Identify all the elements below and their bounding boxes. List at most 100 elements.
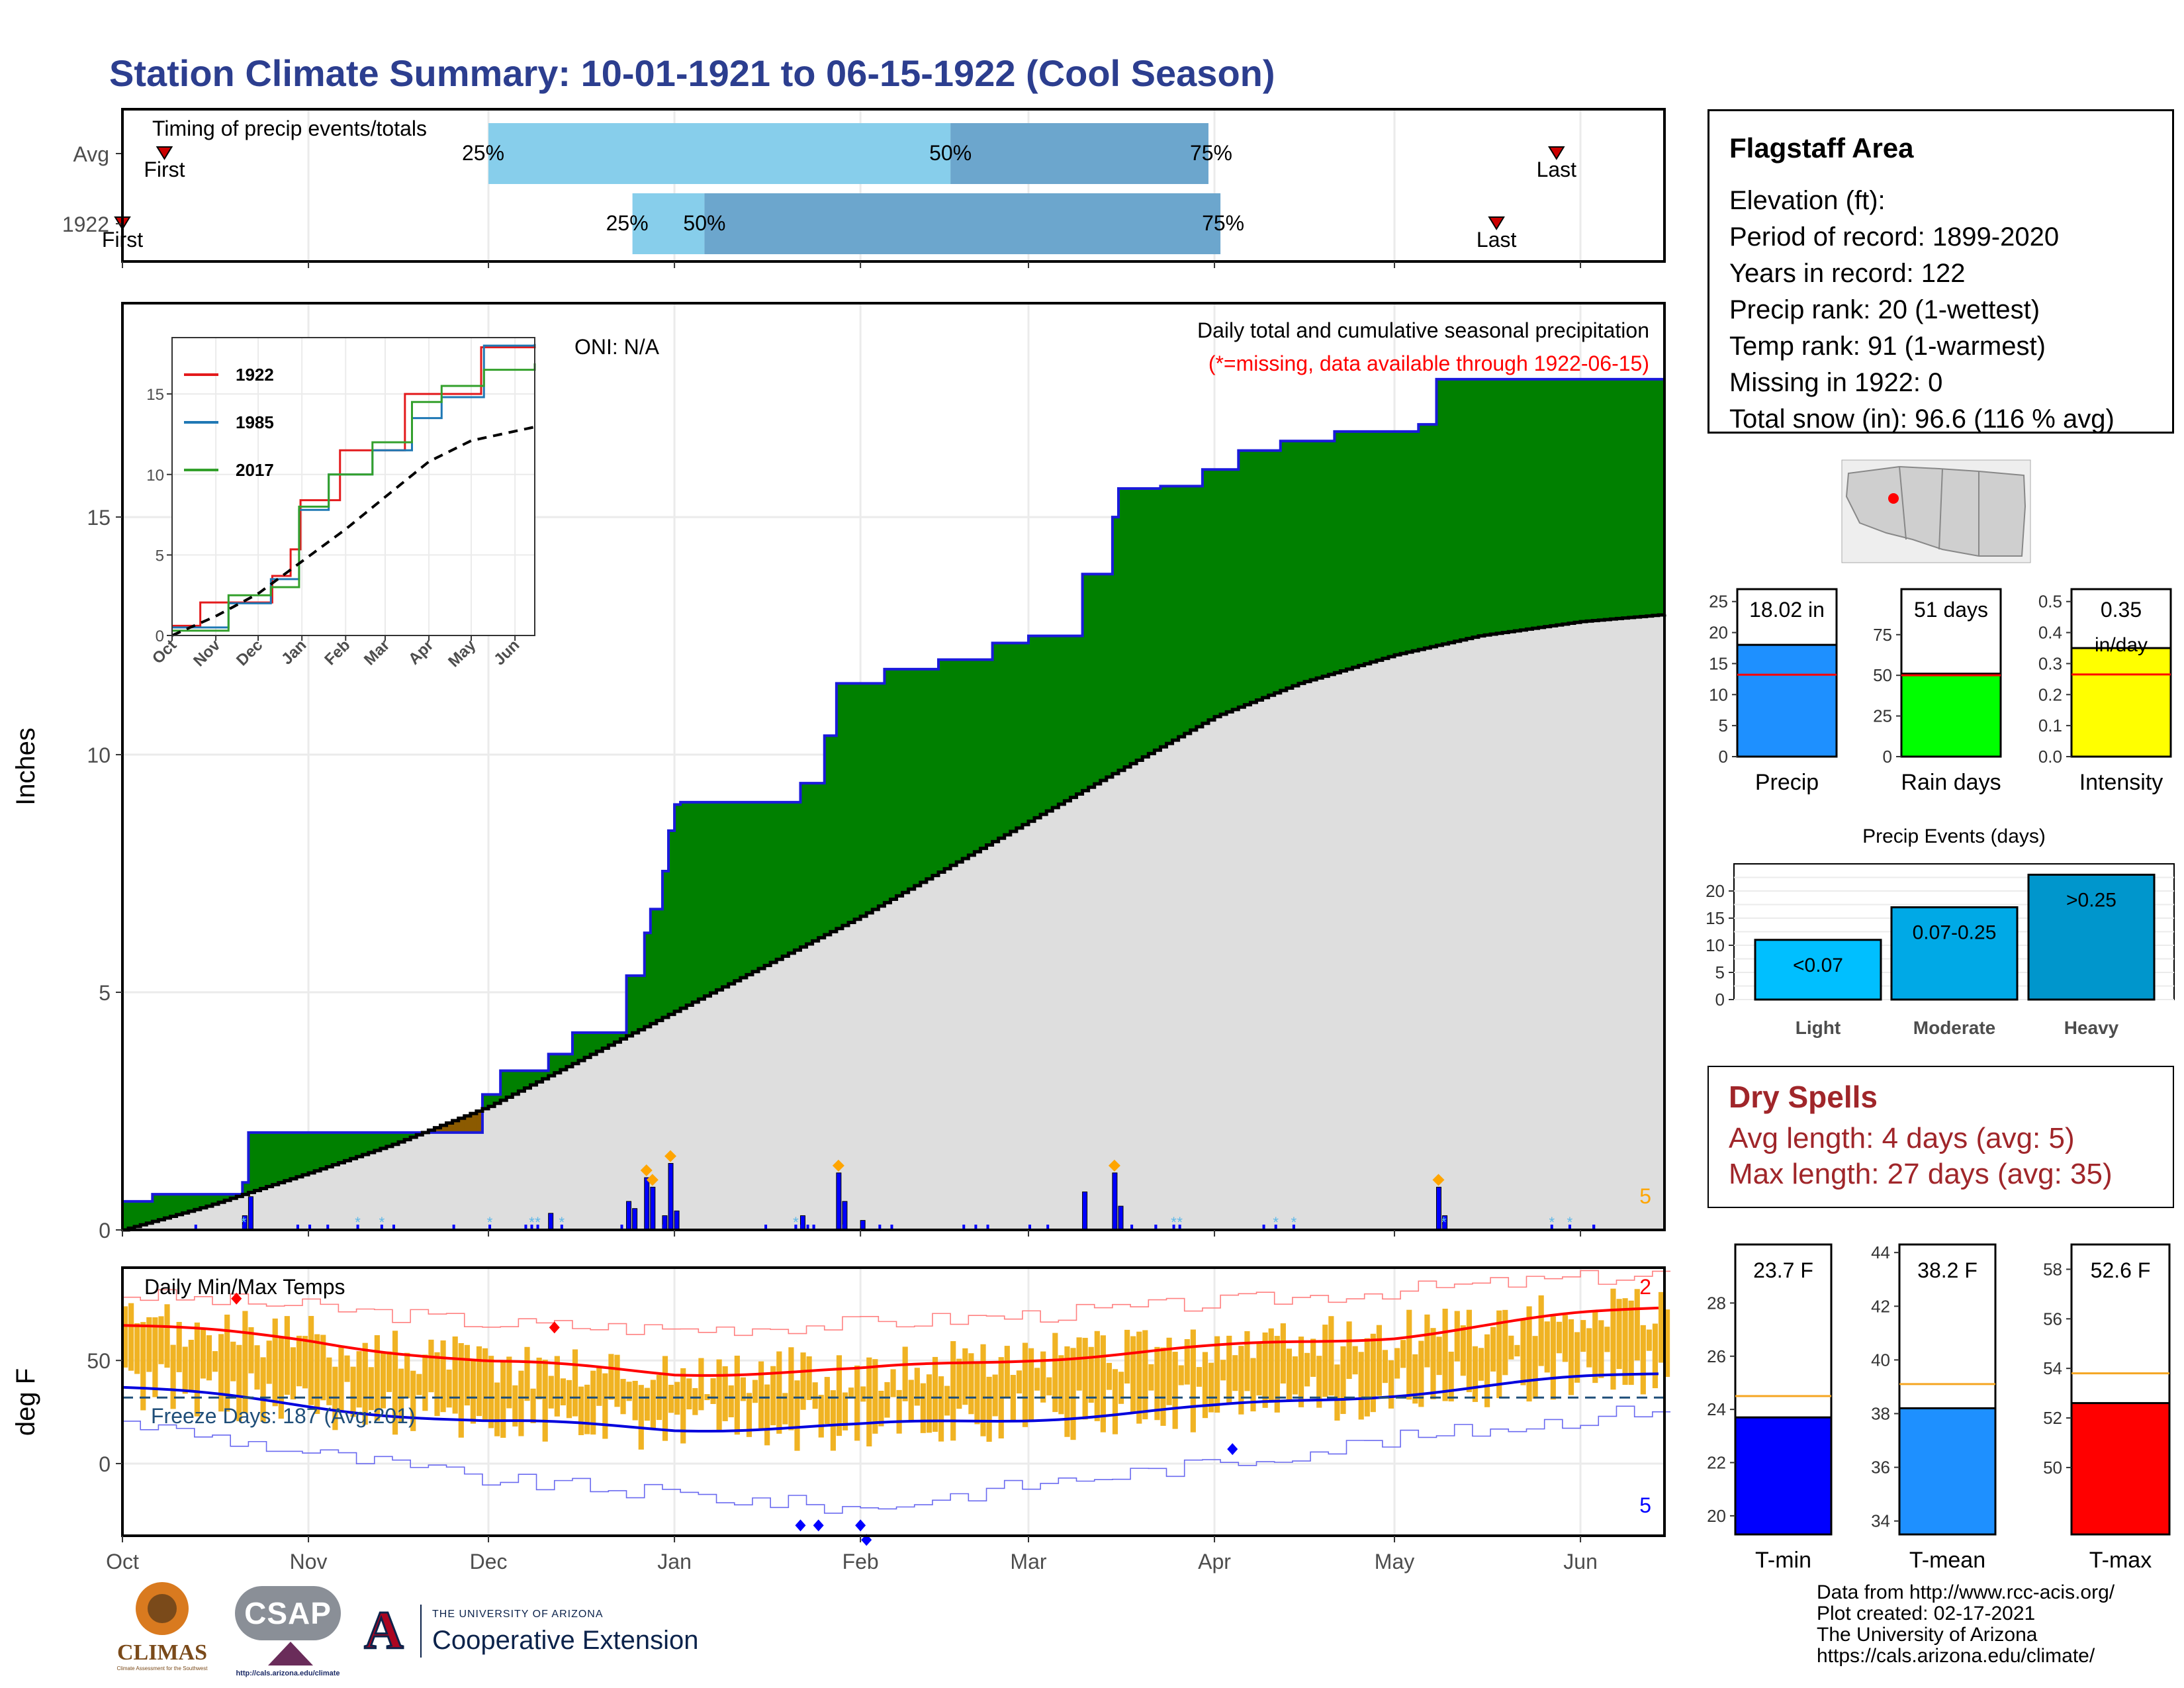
above-average-fill	[1622, 379, 1629, 618]
above-average-fill	[1310, 441, 1317, 680]
daily-temp-range-bar	[1172, 1352, 1178, 1429]
trace-precip-bar	[1568, 1225, 1571, 1230]
daily-temp-range-bar	[1046, 1377, 1052, 1395]
daily-temp-range-bar	[1202, 1352, 1208, 1419]
temp-y-tick-label: 0	[99, 1452, 111, 1476]
daily-temp-range-bar	[752, 1380, 758, 1403]
above-average-fill	[1340, 431, 1347, 671]
temp-summary-name: T-min	[1755, 1548, 1811, 1573]
daily-temp-range-bar	[500, 1362, 506, 1438]
above-average-fill	[890, 669, 897, 900]
daily-temp-range-bar	[938, 1376, 944, 1442]
snow-marker	[640, 1164, 653, 1177]
daily-temp-range-bar	[1574, 1332, 1580, 1383]
above-average-fill	[1508, 379, 1515, 632]
daily-temp-range-bar	[908, 1380, 914, 1421]
precip-events-bar	[1754, 939, 1882, 1001]
daily-temp-range-bar	[1424, 1314, 1430, 1368]
daily-temp-range-bar	[932, 1356, 938, 1432]
record-temp-marker	[1227, 1443, 1238, 1456]
daily-temp-range-bar	[1526, 1306, 1532, 1402]
summary-y-tick-label: 75	[1873, 625, 1892, 645]
daily-temp-range-bar	[758, 1361, 764, 1429]
daily-temp-range-bar	[794, 1380, 800, 1451]
above-average-fill	[1580, 379, 1587, 622]
above-average-fill	[1382, 431, 1389, 659]
timing-panel-label: Timing of precip events/totals	[152, 117, 427, 140]
above-average-fill	[1556, 379, 1563, 626]
above-average-fill	[170, 1194, 177, 1217]
daily-temp-range-bar	[1040, 1351, 1046, 1403]
daily-temp-range-bar	[668, 1384, 674, 1413]
above-average-fill	[692, 802, 699, 1002]
csap-cloud	[235, 1586, 341, 1640]
above-average-fill	[200, 1194, 207, 1208]
daily-temp-range-bar	[914, 1368, 920, 1406]
daily-temp-range-bar	[1016, 1370, 1023, 1394]
above-average-fill	[914, 669, 921, 886]
daily-precip-bar	[548, 1213, 554, 1231]
precip-events-y-tick-label: 10	[1706, 935, 1725, 955]
daily-temp-range-bar	[1124, 1329, 1130, 1384]
trace-precip-bar	[764, 1225, 768, 1230]
above-average-fill	[638, 975, 645, 1030]
above-average-fill	[272, 1132, 279, 1185]
daily-temp-range-bar	[362, 1342, 368, 1425]
daily-temp-range-bar	[596, 1368, 602, 1406]
daily-temp-range-bar	[872, 1359, 878, 1434]
daily-temp-range-bar	[944, 1385, 950, 1416]
above-average-fill	[728, 802, 735, 984]
above-average-fill	[602, 1033, 609, 1049]
daily-temp-range-bar	[152, 1317, 158, 1397]
timing-row-label: 1922	[62, 212, 109, 236]
daily-temp-range-bar	[1490, 1327, 1496, 1372]
above-average-fill	[590, 1033, 597, 1055]
above-average-fill	[902, 669, 909, 893]
daily-temp-range-bar	[290, 1347, 296, 1400]
above-average-fill	[1190, 486, 1197, 730]
daily-temp-range-bar	[1508, 1335, 1514, 1360]
trace-precip-bar	[1442, 1225, 1445, 1230]
trace-precip-bar	[326, 1225, 330, 1230]
daily-temp-range-bar	[1034, 1368, 1040, 1391]
above-average-fill	[212, 1194, 219, 1205]
daily-temp-range-bar	[1142, 1330, 1148, 1420]
above-average-fill	[764, 802, 771, 966]
daily-temp-range-bar	[692, 1387, 698, 1415]
daily-temp-range-bar	[296, 1335, 302, 1387]
x-axis-month-label: Oct	[106, 1550, 139, 1573]
daily-temp-range-bar	[812, 1382, 818, 1409]
daily-temp-range-bar	[386, 1351, 392, 1392]
x-axis-month-label: May	[1375, 1550, 1414, 1573]
snow-trace-marker: *	[1273, 1214, 1279, 1231]
above-average-fill	[1424, 424, 1432, 649]
daily-temp-range-bar	[380, 1352, 387, 1409]
climas-emblem-inner	[148, 1594, 177, 1623]
daily-temp-range-bar	[626, 1382, 632, 1401]
inset-y-tick-label: 5	[156, 547, 164, 565]
above-average-fill	[380, 1132, 387, 1149]
daily-temp-range-bar	[164, 1304, 170, 1368]
snow-marker	[1432, 1174, 1445, 1186]
summary-y-tick-label: 0.2	[2038, 684, 2062, 704]
above-average-fill	[1088, 574, 1095, 788]
above-average-fill	[1082, 574, 1089, 791]
daily-temp-range-bar	[1280, 1323, 1286, 1384]
above-average-fill	[968, 659, 975, 855]
daily-temp-range-bar	[1148, 1364, 1154, 1391]
footer-url: https://cals.arizona.edu/climate/	[1817, 1645, 2095, 1667]
above-average-fill	[620, 1033, 627, 1039]
daily-precip-bar	[650, 1186, 656, 1231]
daily-temp-range-bar	[860, 1386, 866, 1402]
precip-events-bar	[2027, 873, 2156, 1001]
daily-temp-range-bar	[1406, 1309, 1412, 1400]
precip-events-category: Light	[1796, 1017, 1841, 1038]
above-average-fill	[362, 1132, 369, 1155]
daily-temp-range-bar	[128, 1303, 134, 1371]
snow-marker	[1108, 1159, 1120, 1172]
csap-wordmark: CSAP	[244, 1596, 332, 1630]
snow-trace-marker: *	[487, 1214, 493, 1231]
daily-temp-range-bar	[1166, 1337, 1172, 1405]
station-snow: Total snow (in): 96.6 (116 % avg)	[1729, 404, 2115, 434]
daily-temp-range-bar	[1334, 1364, 1340, 1421]
